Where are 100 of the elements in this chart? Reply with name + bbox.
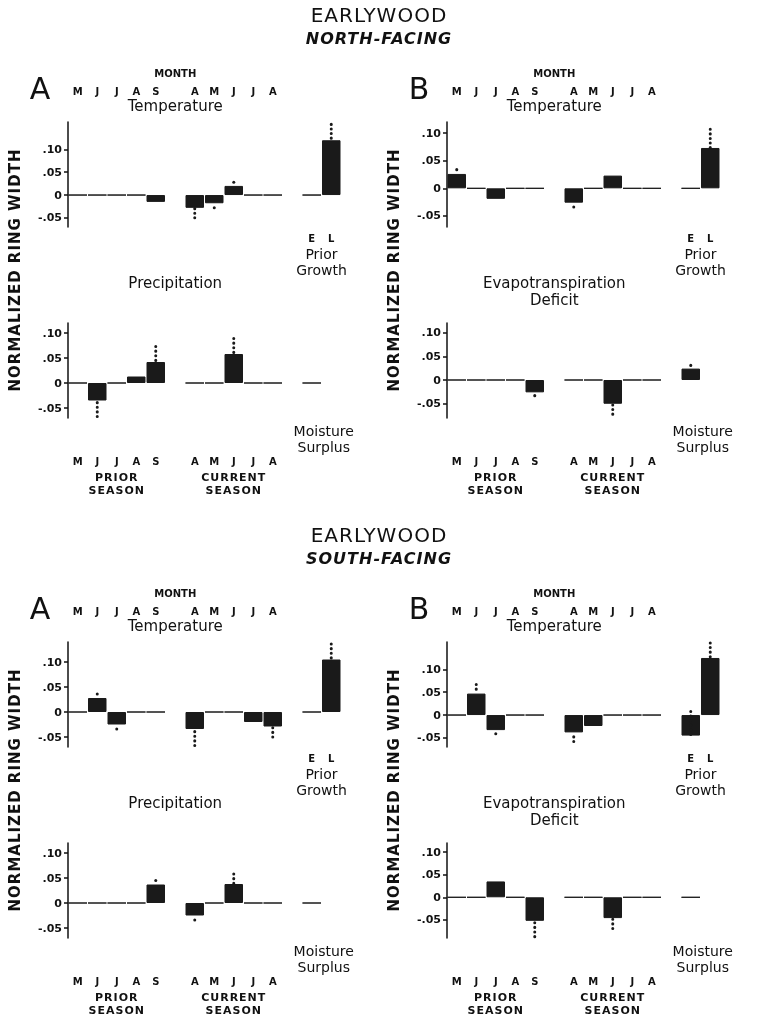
x-tick-label: S xyxy=(531,975,539,987)
chart-title: Precipitation xyxy=(127,794,224,813)
y-tick-label: .05 xyxy=(42,165,62,179)
y-tick-label: .05 xyxy=(42,351,62,365)
text: CURRENT SEASON xyxy=(579,991,647,1018)
y-tick-label: .05 xyxy=(421,349,441,363)
x-tick-label: M xyxy=(209,605,220,617)
text: EARLYWOOD xyxy=(309,3,449,27)
x-tick-label: E xyxy=(308,232,316,244)
y-tick-label: -.05 xyxy=(416,397,441,411)
chart-title: Temperature xyxy=(126,617,224,636)
x-tick-label: J xyxy=(492,455,498,467)
y-tick-label: .05 xyxy=(421,685,441,699)
text: Prior Growth xyxy=(295,766,348,799)
x-tick-label: M xyxy=(209,85,220,97)
text: Moisture Surplus xyxy=(292,423,355,456)
x-tick-label: A xyxy=(511,605,520,617)
text: B xyxy=(407,591,431,626)
y-tick-label: .05 xyxy=(42,680,62,694)
x-tick-label: E xyxy=(687,232,695,244)
text: PRIOR SEASON xyxy=(466,471,525,498)
x-tick-label: J xyxy=(113,85,119,97)
y-tick-label: -.05 xyxy=(37,921,62,935)
x-tick-label: J xyxy=(230,455,236,467)
x-tick-label: J xyxy=(473,975,479,987)
x-tick-label: A xyxy=(647,975,656,987)
y-tick-label: .05 xyxy=(421,154,441,168)
x-tick-label: J xyxy=(492,975,498,987)
y-tick-label: 0 xyxy=(54,376,63,390)
y-tick-label: -.05 xyxy=(416,209,441,223)
y-tick-label: .10 xyxy=(421,662,442,676)
x-tick-label: L xyxy=(707,752,715,764)
y-tick-label: 0 xyxy=(54,896,63,910)
y-tick-label: -.05 xyxy=(37,211,62,225)
x-tick-label: J xyxy=(473,85,479,97)
text: EARLYWOOD xyxy=(309,523,449,547)
x-tick-label: S xyxy=(152,85,160,97)
y-tick-label: .10 xyxy=(42,142,63,156)
x-tick-label: M xyxy=(72,975,83,987)
x-tick-label: J xyxy=(113,455,119,467)
text: Prior Growth xyxy=(674,246,727,279)
x-tick-label: M xyxy=(72,85,83,97)
x-tick-label: J xyxy=(492,605,498,617)
text: MONTH xyxy=(532,68,577,80)
x-tick-label: J xyxy=(230,975,236,987)
y-tick-label: 0 xyxy=(54,705,63,719)
x-tick-label: A xyxy=(268,605,277,617)
x-tick-label: A xyxy=(268,455,277,467)
text: NORTH-FACING xyxy=(304,29,454,49)
y-tick-label: .10 xyxy=(42,846,63,860)
x-tick-label: J xyxy=(473,455,479,467)
x-tick-label: M xyxy=(588,455,599,467)
x-tick-label: M xyxy=(209,455,220,467)
chart-title: Precipitation xyxy=(127,274,224,293)
text: SOUTH-FACING xyxy=(304,549,453,569)
x-tick-label: J xyxy=(250,975,256,987)
x-tick-label: A xyxy=(268,975,277,987)
y-axis-title: NORMALIZED RING WIDTH xyxy=(385,667,404,914)
x-tick-label: M xyxy=(451,455,462,467)
x-tick-label: M xyxy=(209,975,220,987)
y-tick-label: .10 xyxy=(421,126,442,140)
x-tick-label: E xyxy=(687,752,695,764)
x-tick-label: M xyxy=(451,605,462,617)
text: Prior Growth xyxy=(295,246,348,279)
text: Moisture Surplus xyxy=(671,943,734,976)
chart-title: Evapotranspiration Deficit xyxy=(481,794,627,830)
x-tick-label: J xyxy=(609,605,615,617)
x-tick-label: L xyxy=(707,232,715,244)
y-tick-label: 0 xyxy=(433,708,442,722)
x-tick-label: J xyxy=(250,455,256,467)
x-tick-label: J xyxy=(492,85,498,97)
x-tick-label: A xyxy=(647,605,656,617)
x-tick-label: J xyxy=(94,455,100,467)
y-tick-label: 0 xyxy=(433,373,442,387)
x-tick-label: J xyxy=(113,605,119,617)
x-tick-label: S xyxy=(531,85,539,97)
x-tick-label: J xyxy=(230,605,236,617)
text: CURRENT SEASON xyxy=(200,991,268,1018)
x-tick-label: A xyxy=(190,455,199,467)
x-tick-label: S xyxy=(152,605,160,617)
y-axis-title: NORMALIZED RING WIDTH xyxy=(6,667,25,914)
chart-title: Temperature xyxy=(126,97,224,116)
chart-title: Evapotranspiration Deficit xyxy=(481,274,627,310)
text: PRIOR SEASON xyxy=(466,991,525,1018)
chart-title: Temperature xyxy=(505,617,603,636)
x-tick-label: A xyxy=(569,85,578,97)
x-tick-label: M xyxy=(72,605,83,617)
text: PRIOR SEASON xyxy=(87,991,146,1018)
x-tick-label: J xyxy=(230,85,236,97)
x-tick-label: A xyxy=(190,85,199,97)
x-tick-label: A xyxy=(511,975,520,987)
text: CURRENT SEASON xyxy=(200,471,268,498)
x-tick-label: A xyxy=(511,455,520,467)
x-tick-label: J xyxy=(94,85,100,97)
x-tick-label: J xyxy=(94,605,100,617)
x-tick-label: M xyxy=(451,85,462,97)
y-tick-label: -.05 xyxy=(416,731,441,745)
y-tick-label: .10 xyxy=(42,326,63,340)
x-tick-label: M xyxy=(588,85,599,97)
x-tick-label: A xyxy=(132,975,141,987)
